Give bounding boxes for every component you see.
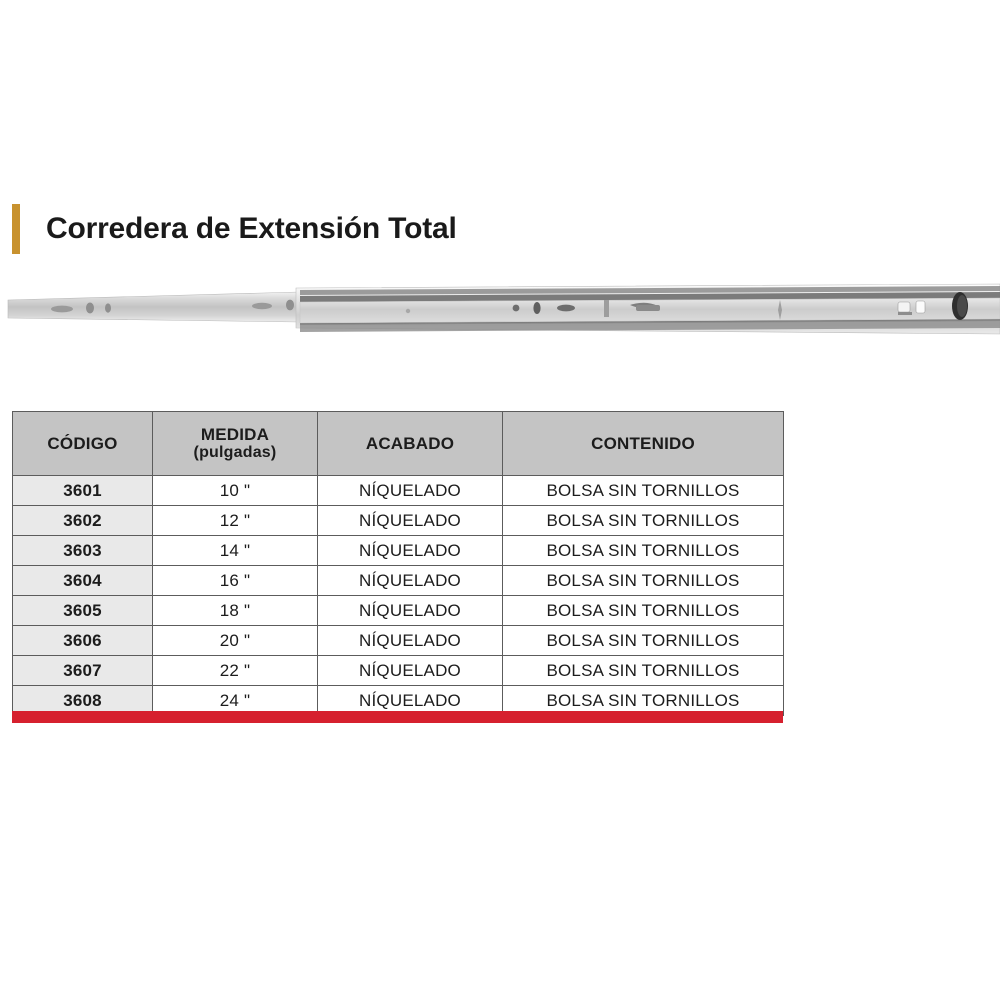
table-row: 3604 16 " NÍQUELADO BOLSA SIN TORNILLOS (12, 565, 784, 596)
cell-codigo: 3606 (12, 625, 153, 656)
page-header: Corredera de Extensión Total (12, 200, 457, 258)
table-row: 3607 22 " NÍQUELADO BOLSA SIN TORNILLOS (12, 655, 784, 686)
cell-medida: 18 " (152, 595, 318, 626)
cell-contenido: BOLSA SIN TORNILLOS (502, 475, 784, 506)
cell-acabado: NÍQUELADO (317, 595, 503, 626)
cell-contenido: BOLSA SIN TORNILLOS (502, 505, 784, 536)
drawer-slide-icon (7, 283, 1000, 335)
cell-codigo: 3605 (12, 595, 153, 626)
cell-medida: 24 " (152, 685, 318, 716)
accent-bar-icon (12, 204, 20, 254)
page-title: Corredera de Extensión Total (46, 212, 457, 245)
spec-table-container: CÓDIGO MEDIDA (pulgadas) ACABADO CONTENI… (12, 411, 784, 716)
cell-medida: 22 " (152, 655, 318, 686)
cell-contenido: BOLSA SIN TORNILLOS (502, 565, 784, 596)
bottom-rule (12, 711, 783, 723)
cell-contenido: BOLSA SIN TORNILLOS (502, 535, 784, 566)
column-header-codigo-label: CÓDIGO (47, 433, 118, 453)
table-row: 3601 10 " NÍQUELADO BOLSA SIN TORNILLOS (12, 475, 784, 506)
cell-acabado: NÍQUELADO (317, 655, 503, 686)
table-header-row: CÓDIGO MEDIDA (pulgadas) ACABADO CONTENI… (12, 411, 784, 476)
cell-codigo: 3604 (12, 565, 153, 596)
cell-codigo: 3607 (12, 655, 153, 686)
table-row: 3602 12 " NÍQUELADO BOLSA SIN TORNILLOS (12, 505, 784, 536)
product-image (0, 278, 1000, 368)
cell-medida: 14 " (152, 535, 318, 566)
column-header-contenido-label: CONTENIDO (591, 433, 695, 453)
cell-codigo: 3601 (12, 475, 153, 506)
table-row: 3605 18 " NÍQUELADO BOLSA SIN TORNILLOS (12, 595, 784, 626)
column-header-medida-sublabel: (pulgadas) (193, 444, 277, 462)
cell-codigo: 3603 (12, 535, 153, 566)
cell-acabado: NÍQUELADO (317, 475, 503, 506)
column-header-medida-label: MEDIDA (200, 425, 270, 445)
cell-contenido: BOLSA SIN TORNILLOS (502, 685, 784, 716)
cell-medida: 20 " (152, 625, 318, 656)
column-header-contenido: CONTENIDO (502, 411, 784, 476)
cell-acabado: NÍQUELADO (317, 685, 503, 716)
column-header-acabado: ACABADO (317, 411, 503, 476)
column-header-codigo: CÓDIGO (12, 411, 153, 476)
table-row: 3603 14 " NÍQUELADO BOLSA SIN TORNILLOS (12, 535, 784, 566)
cell-contenido: BOLSA SIN TORNILLOS (502, 595, 784, 626)
cell-acabado: NÍQUELADO (317, 625, 503, 656)
cell-acabado: NÍQUELADO (317, 505, 503, 536)
cell-acabado: NÍQUELADO (317, 535, 503, 566)
cell-medida: 16 " (152, 565, 318, 596)
cell-codigo: 3602 (12, 505, 153, 536)
table-row: 3606 20 " NÍQUELADO BOLSA SIN TORNILLOS (12, 625, 784, 656)
column-header-medida: MEDIDA (pulgadas) (152, 411, 318, 476)
cell-medida: 12 " (152, 505, 318, 536)
cell-medida: 10 " (152, 475, 318, 506)
cell-acabado: NÍQUELADO (317, 565, 503, 596)
cell-contenido: BOLSA SIN TORNILLOS (502, 655, 784, 686)
table-row: 3608 24 " NÍQUELADO BOLSA SIN TORNILLOS (12, 685, 784, 716)
column-header-acabado-label: ACABADO (365, 433, 455, 453)
cell-contenido: BOLSA SIN TORNILLOS (502, 625, 784, 656)
product-spec-table: CÓDIGO MEDIDA (pulgadas) ACABADO CONTENI… (12, 411, 784, 716)
